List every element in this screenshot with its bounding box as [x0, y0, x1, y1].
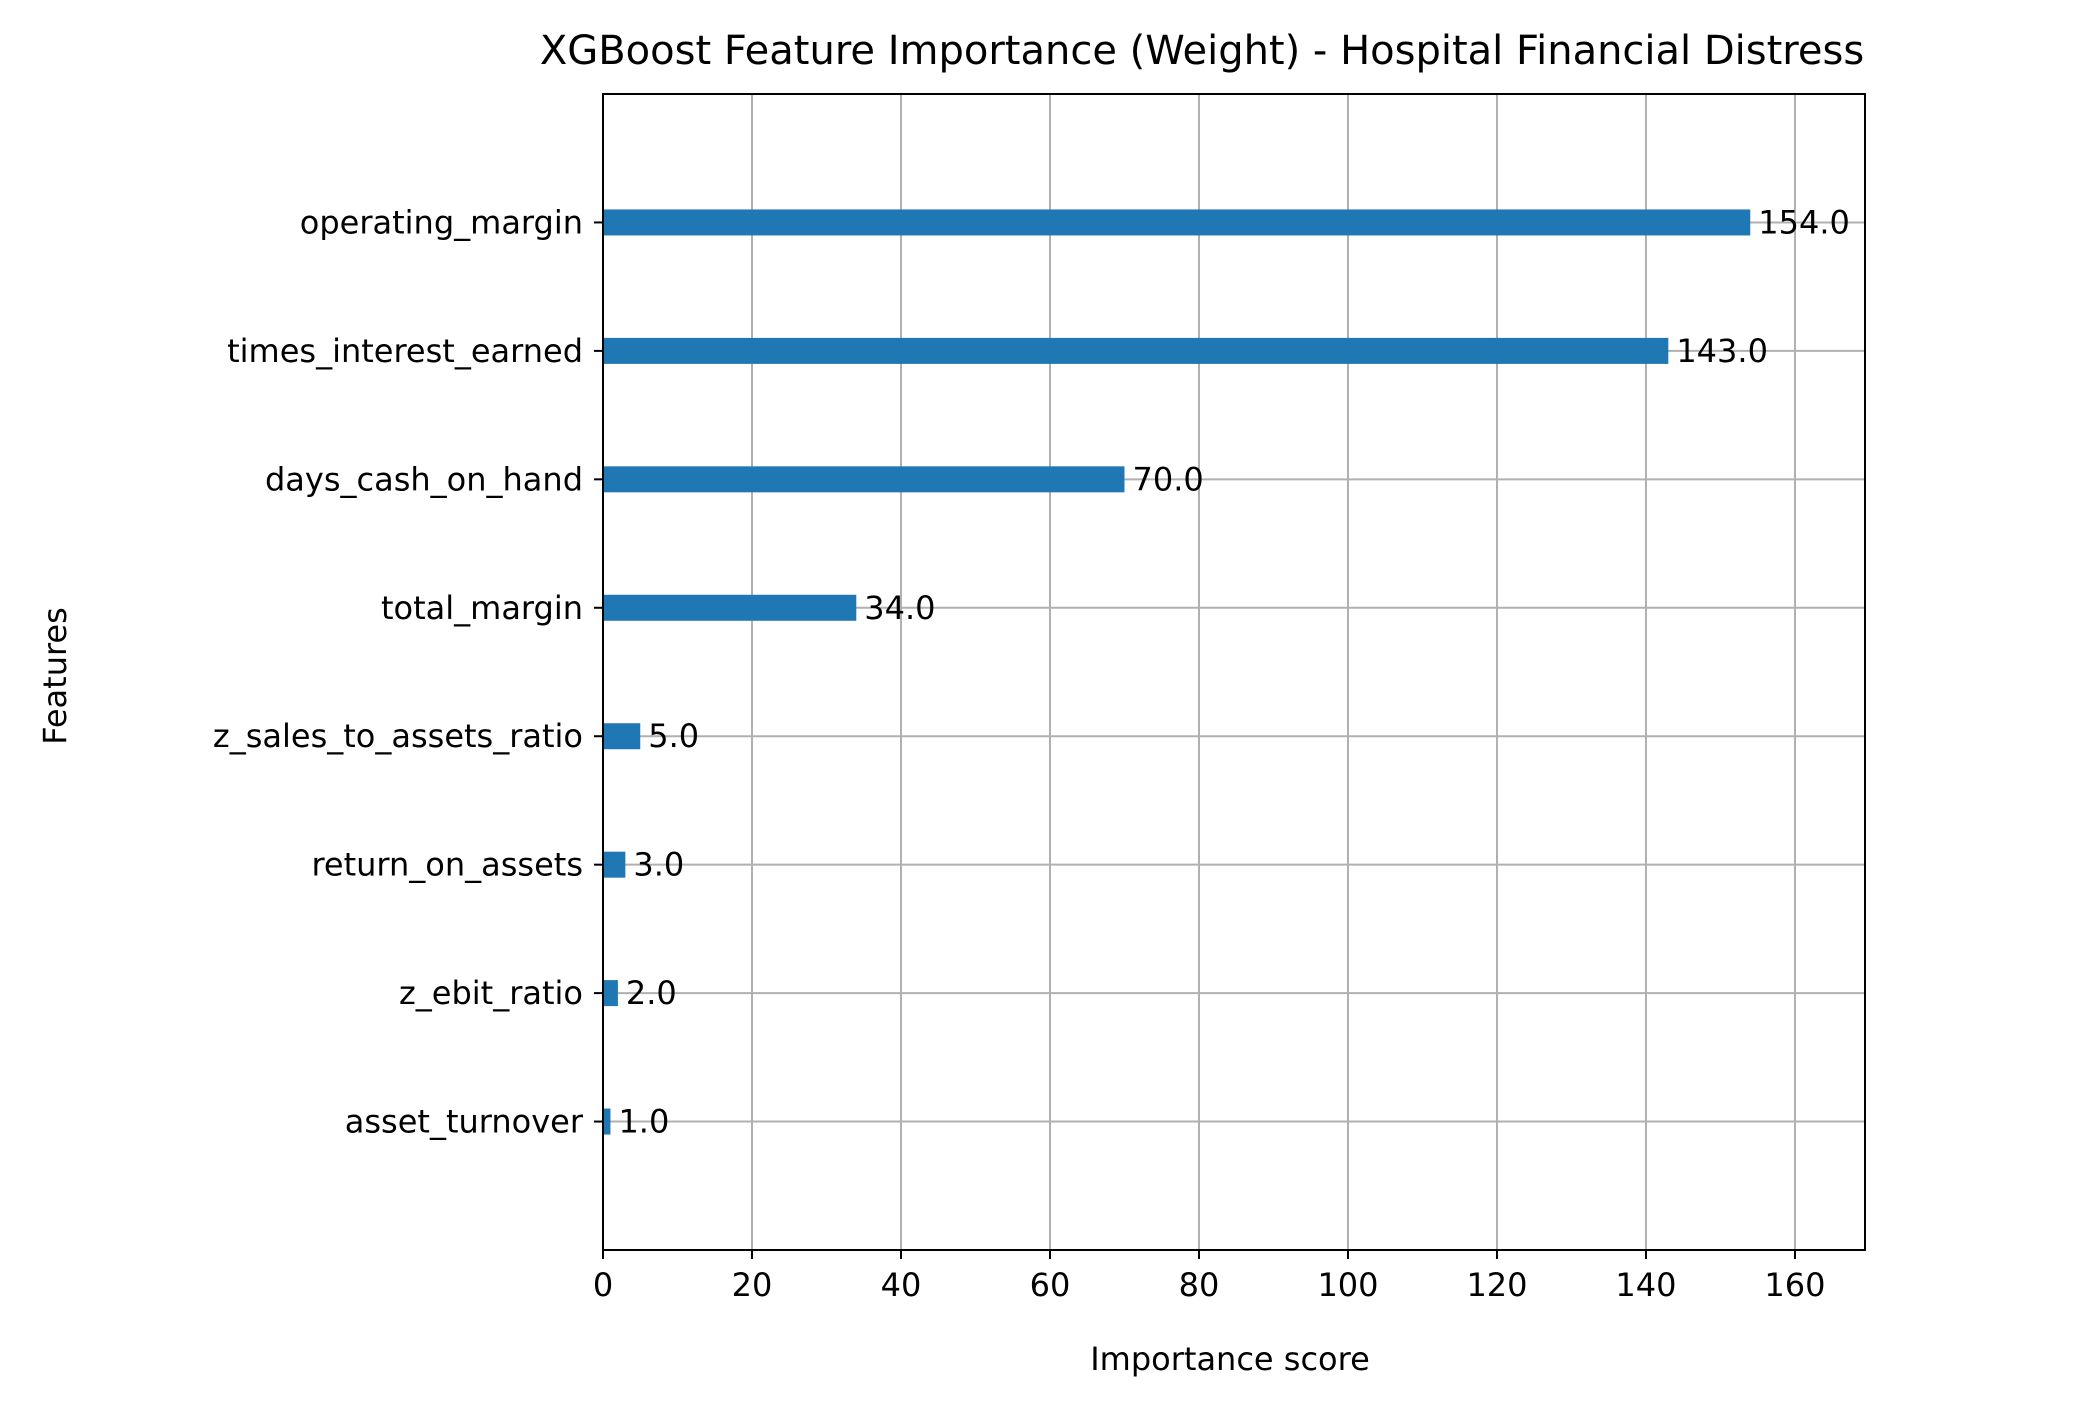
data-label: 34.0	[864, 589, 935, 627]
x-tick-label: 120	[1466, 1266, 1527, 1304]
data-label: 70.0	[1132, 460, 1203, 498]
x-tick-label: 40	[881, 1266, 922, 1304]
x-tick-label: 140	[1615, 1266, 1676, 1304]
x-axis-label: Importance score	[1090, 1340, 1370, 1378]
x-tick-label: 100	[1317, 1266, 1378, 1304]
plot-frame	[602, 93, 1866, 1251]
y-tick-label: operating_margin	[300, 203, 583, 241]
axis-ticks	[594, 221, 1796, 1259]
y-tick-label: return_on_assets	[311, 846, 583, 884]
data-label: 143.0	[1676, 332, 1768, 370]
bar	[603, 980, 618, 1007]
bar	[603, 466, 1125, 493]
bar	[603, 337, 1669, 364]
y-tick-label: z_sales_to_assets_ratio	[213, 717, 583, 755]
chart-title: XGBoost Feature Importance (Weight) - Ho…	[540, 28, 1864, 74]
bars	[603, 209, 1751, 1135]
y-tick-label: z_ebit_ratio	[399, 974, 583, 1012]
y-tick-label: asset_turnover	[345, 1103, 584, 1141]
bar	[603, 723, 641, 750]
data-label: 154.0	[1758, 203, 1850, 241]
data-label: 5.0	[648, 717, 699, 755]
x-tick-label: 20	[732, 1266, 773, 1304]
bar	[603, 209, 1751, 236]
labels: 0 20 40 60 80 100 120 140 160 operating_margin 154…	[213, 203, 1850, 1304]
x-tick-label: 60	[1030, 1266, 1071, 1304]
y-tick-label: times_interest_earned	[227, 332, 583, 370]
y-axis-label: Features	[36, 607, 74, 745]
data-label: 1.0	[618, 1103, 669, 1141]
bar	[603, 1108, 611, 1135]
y-tick-label: total_margin	[381, 589, 583, 627]
data-label: 3.0	[633, 846, 684, 884]
data-label: 2.0	[626, 974, 677, 1012]
x-tick-label: 160	[1764, 1266, 1825, 1304]
y-tick-label: days_cash_on_hand	[265, 460, 583, 498]
x-tick-label: 0	[593, 1266, 613, 1304]
bar	[603, 594, 857, 621]
x-tick-label: 80	[1179, 1266, 1220, 1304]
bar	[603, 851, 626, 878]
